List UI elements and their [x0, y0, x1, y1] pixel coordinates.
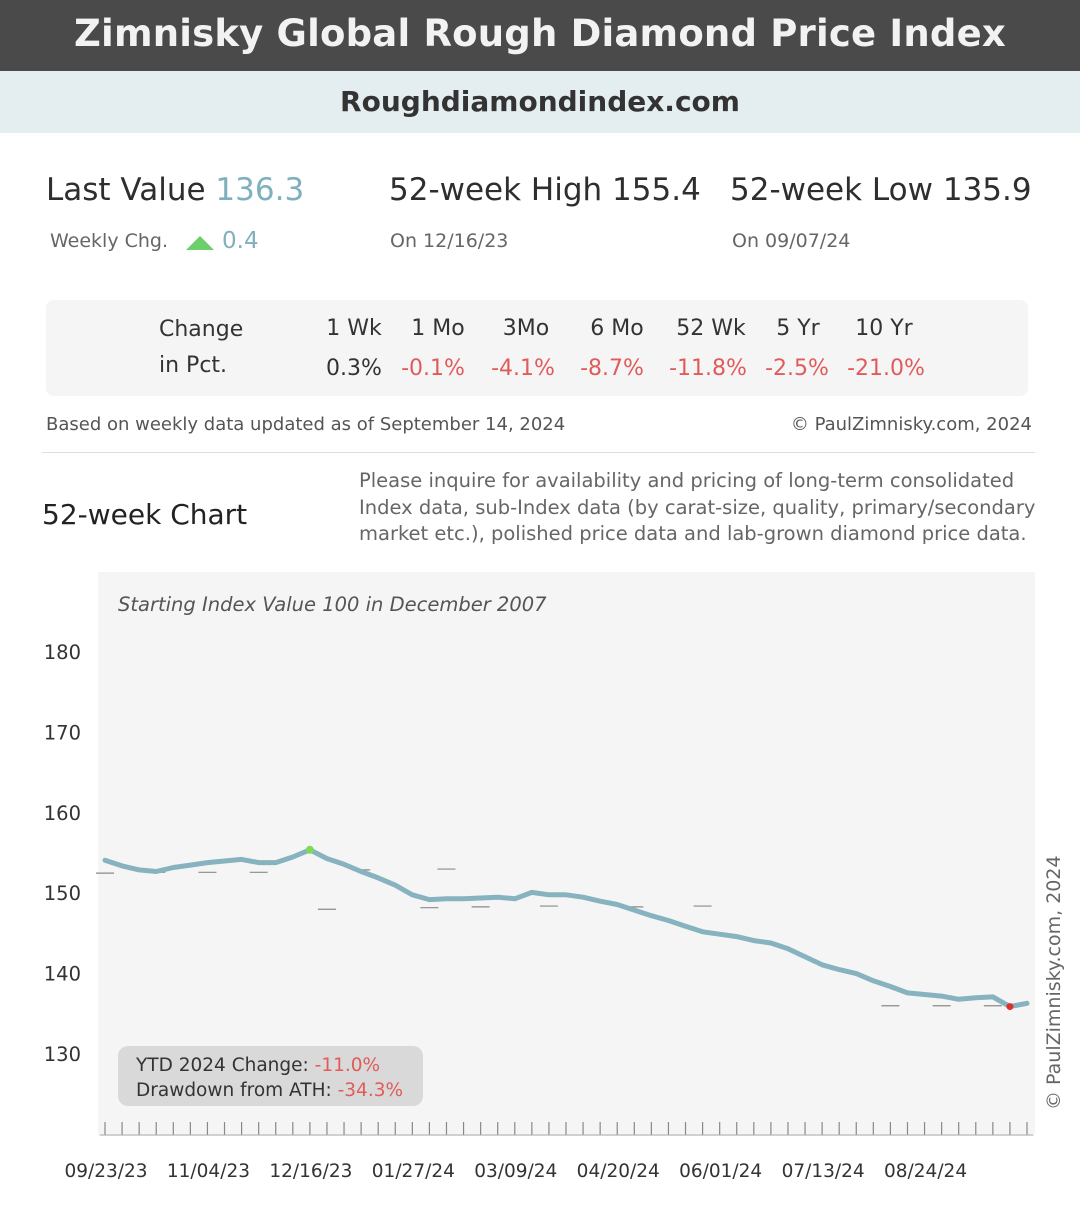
last-value-number: 136.3 [215, 172, 305, 208]
annotation-background [118, 1046, 423, 1106]
site-subtitle: Roughdiamondindex.com [0, 71, 1080, 133]
inquire-line: market etc.), polished price data and la… [359, 522, 1027, 545]
x-tick-label: 11/04/23 [167, 1161, 250, 1182]
copyright-watermark: © PaulZimnisky.com, 2024 [1043, 855, 1065, 1110]
change-label-line1: Change [159, 317, 244, 342]
change-table [46, 300, 1028, 396]
annotation-box: YTD 2024 Change: -11.0% Drawdown from AT… [118, 1046, 423, 1106]
last-value-stat: Last Value 136.3 [46, 172, 304, 208]
weekly-change-label: Weekly Chg. [50, 230, 169, 252]
inquire-text: Please inquire for availability and pric… [359, 468, 1049, 548]
up-triangle-icon [186, 236, 214, 250]
high-value: 155.4 [612, 172, 701, 208]
x-tick-label: 06/01/24 [679, 1161, 762, 1182]
weekly-change-value: 0.4 [222, 228, 259, 254]
low-value: 135.9 [942, 172, 1032, 208]
x-tick-label: 03/09/24 [474, 1161, 557, 1182]
low-label: 52-week Low [730, 172, 933, 208]
high-date: On 12/16/23 [390, 230, 509, 252]
divider [42, 452, 1035, 453]
y-tick-label: 180 [44, 641, 81, 664]
period-value: -11.8% [669, 356, 747, 381]
data-updated-note: Based on weekly data updated as of Septe… [46, 414, 566, 435]
copyright-note: © PaulZimnisky.com, 2024 [790, 414, 1032, 435]
series-layer [102, 845, 1030, 1011]
period-value: -2.5% [765, 356, 829, 381]
low-date: On 09/07/24 [732, 230, 851, 252]
y-axis: 130 140 150 160 170 180 [44, 641, 81, 1066]
period-label: 52 Wk [676, 316, 746, 341]
high-label: 52-week High [389, 172, 603, 208]
x-tick-label: 08/24/24 [884, 1161, 967, 1182]
y-tick-label: 170 [44, 721, 81, 744]
low-stat: 52-week Low 135.9 [730, 172, 1032, 208]
y-tick-label: 130 [44, 1043, 81, 1066]
last-value-label: Last Value [46, 172, 206, 208]
price-index-chart: Starting Index Value 100 in December 200… [44, 572, 1035, 1182]
high-marker [305, 845, 314, 854]
drawdown-value: -34.3% [338, 1080, 403, 1101]
y-tick-label: 150 [44, 882, 81, 905]
ytd-change-text: YTD 2024 Change: -11.0% [135, 1055, 380, 1076]
change-label-line2: in Pct. [159, 353, 228, 378]
x-axis: 09/23/23 11/04/23 12/16/23 01/27/24 03/09/24… [64, 1122, 1033, 1182]
x-tick-label: 12/16/23 [269, 1161, 352, 1182]
x-tick-label: 07/13/24 [782, 1161, 865, 1182]
high-stat: 52-week High 155.4 [389, 172, 701, 208]
period-label: 5 Yr [776, 316, 820, 341]
x-tick-label: 09/23/23 [64, 1161, 147, 1182]
chart-plot-area [98, 572, 1035, 1136]
drawdown-text: Drawdown from ATH: -34.3% [136, 1080, 403, 1101]
y-tick-label: 140 [44, 963, 81, 986]
period-label: 1 Mo [411, 316, 465, 341]
period-label: 10 Yr [855, 316, 913, 341]
index-series-line [102, 847, 1030, 1010]
period-label: 1 Wk [326, 316, 382, 341]
ytd-change-label: YTD 2024 Change: [135, 1055, 315, 1076]
period-value: 0.3% [326, 356, 382, 381]
inquire-line: Please inquire for availability and pric… [359, 469, 1015, 492]
period-value: -21.0% [847, 356, 925, 381]
period-label: 3Mo [502, 316, 550, 341]
period-value: -0.1% [401, 356, 465, 381]
inquire-line: Index data, sub-Index data (by carat-siz… [359, 495, 1036, 519]
period-value: -4.1% [491, 356, 555, 381]
chart-heading: 52-week Chart [42, 498, 248, 531]
chart-note: Starting Index Value 100 in December 200… [118, 593, 547, 616]
ytd-change-value: -11.0% [315, 1055, 380, 1076]
page-title: Zimnisky Global Rough Diamond Price Inde… [0, 0, 1080, 71]
low-marker [1006, 1003, 1014, 1011]
drawdown-label: Drawdown from ATH: [136, 1080, 338, 1101]
period-label: 6 Mo [590, 316, 644, 341]
x-tick-label: 04/20/24 [577, 1161, 660, 1182]
period-value: -8.7% [580, 356, 644, 381]
x-tick-label: 01/27/24 [372, 1161, 455, 1182]
y-tick-label: 160 [44, 802, 81, 825]
change-table-label: Change in Pct. [159, 312, 243, 384]
